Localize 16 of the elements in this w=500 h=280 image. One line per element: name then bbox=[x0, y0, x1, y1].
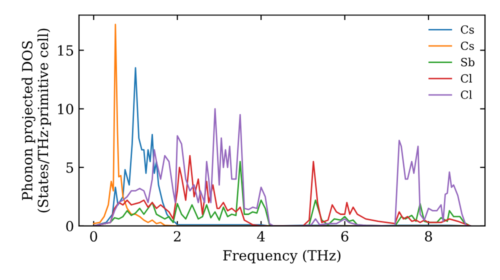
x-axis-title: Frequency (THz) bbox=[223, 250, 340, 264]
legend-label: Sb bbox=[461, 58, 474, 66]
legend-label: Cs bbox=[460, 25, 474, 34]
x-tick-label: 6 bbox=[341, 231, 348, 242]
legend-label: Cl bbox=[460, 74, 472, 83]
y-tick-label: 15 bbox=[58, 45, 74, 56]
x-tick-label: 8 bbox=[425, 231, 432, 242]
y-tick-label: 5 bbox=[66, 162, 74, 173]
y-tick-label: 10 bbox=[58, 104, 74, 114]
legend-label: Cl bbox=[460, 90, 472, 99]
x-tick-label: 4 bbox=[257, 231, 265, 242]
x-tick-label: 0 bbox=[90, 231, 98, 242]
x-tick-label: 2 bbox=[174, 231, 180, 242]
legend-label: Cs bbox=[460, 42, 474, 50]
y-tick-label: 0 bbox=[66, 220, 74, 232]
y-axis-title: Phonon projected DOS (States/THz·primitive cell) bbox=[22, 28, 51, 212]
